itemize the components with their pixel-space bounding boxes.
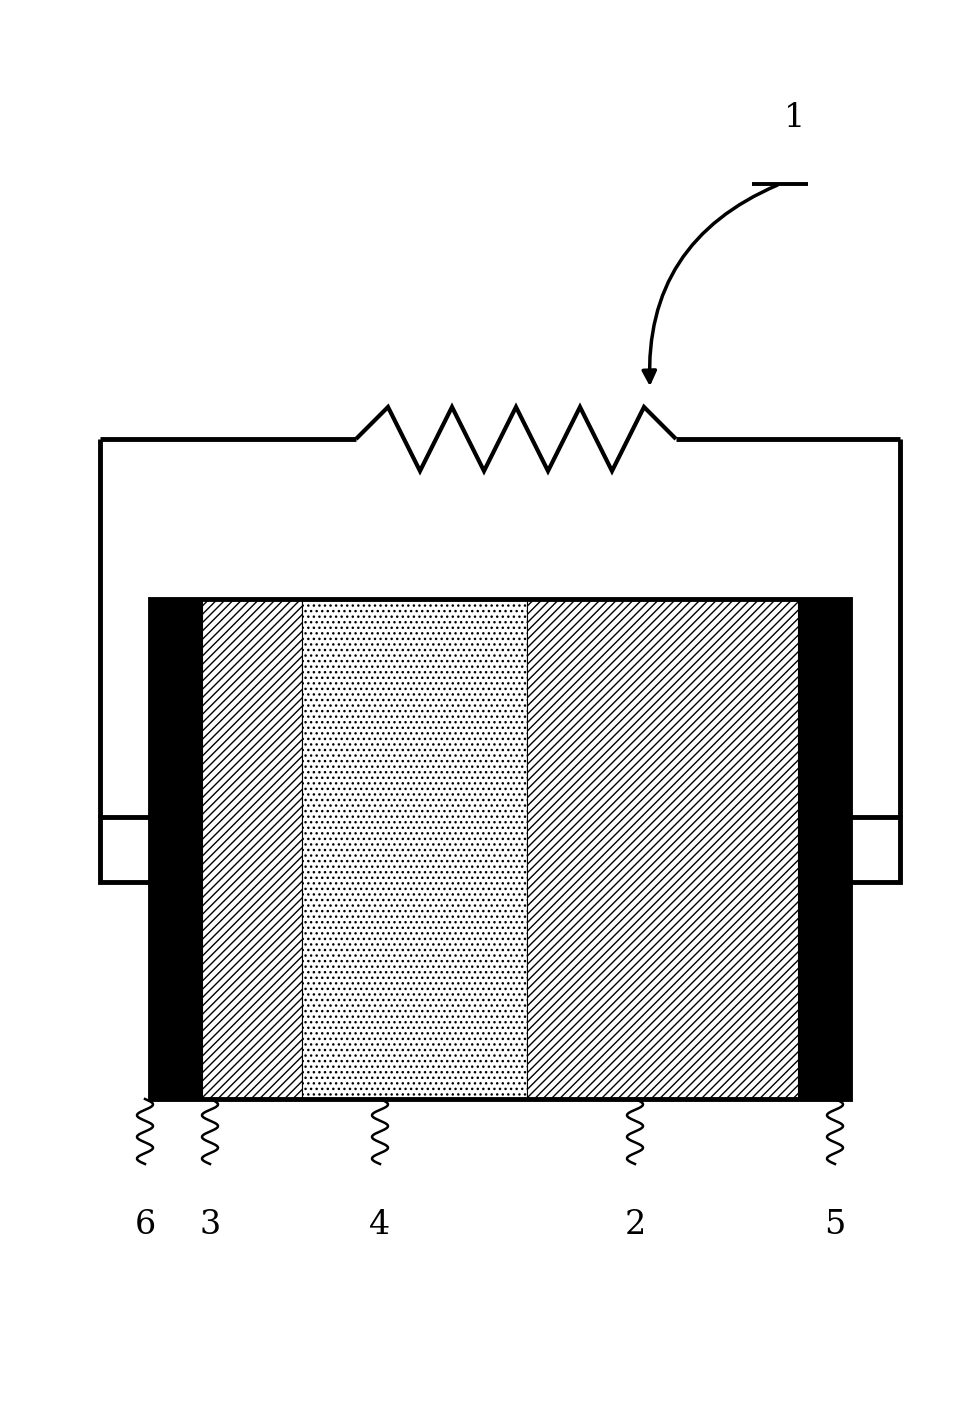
Text: 2: 2 (625, 1209, 646, 1242)
Bar (150, 599, 202, 1098)
Bar (202, 599, 302, 1098)
Bar (302, 599, 527, 1098)
Text: 3: 3 (199, 1209, 221, 1242)
Bar (798, 599, 850, 1098)
Bar (100, 816, 150, 881)
Bar (150, 599, 850, 1098)
Text: 5: 5 (825, 1209, 845, 1242)
Text: 1: 1 (785, 102, 805, 133)
Text: 4: 4 (370, 1209, 390, 1242)
Bar (850, 816, 900, 881)
Bar (527, 599, 798, 1098)
Text: 6: 6 (135, 1209, 155, 1242)
